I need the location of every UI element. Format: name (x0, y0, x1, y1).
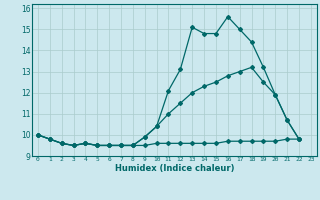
X-axis label: Humidex (Indice chaleur): Humidex (Indice chaleur) (115, 164, 234, 173)
